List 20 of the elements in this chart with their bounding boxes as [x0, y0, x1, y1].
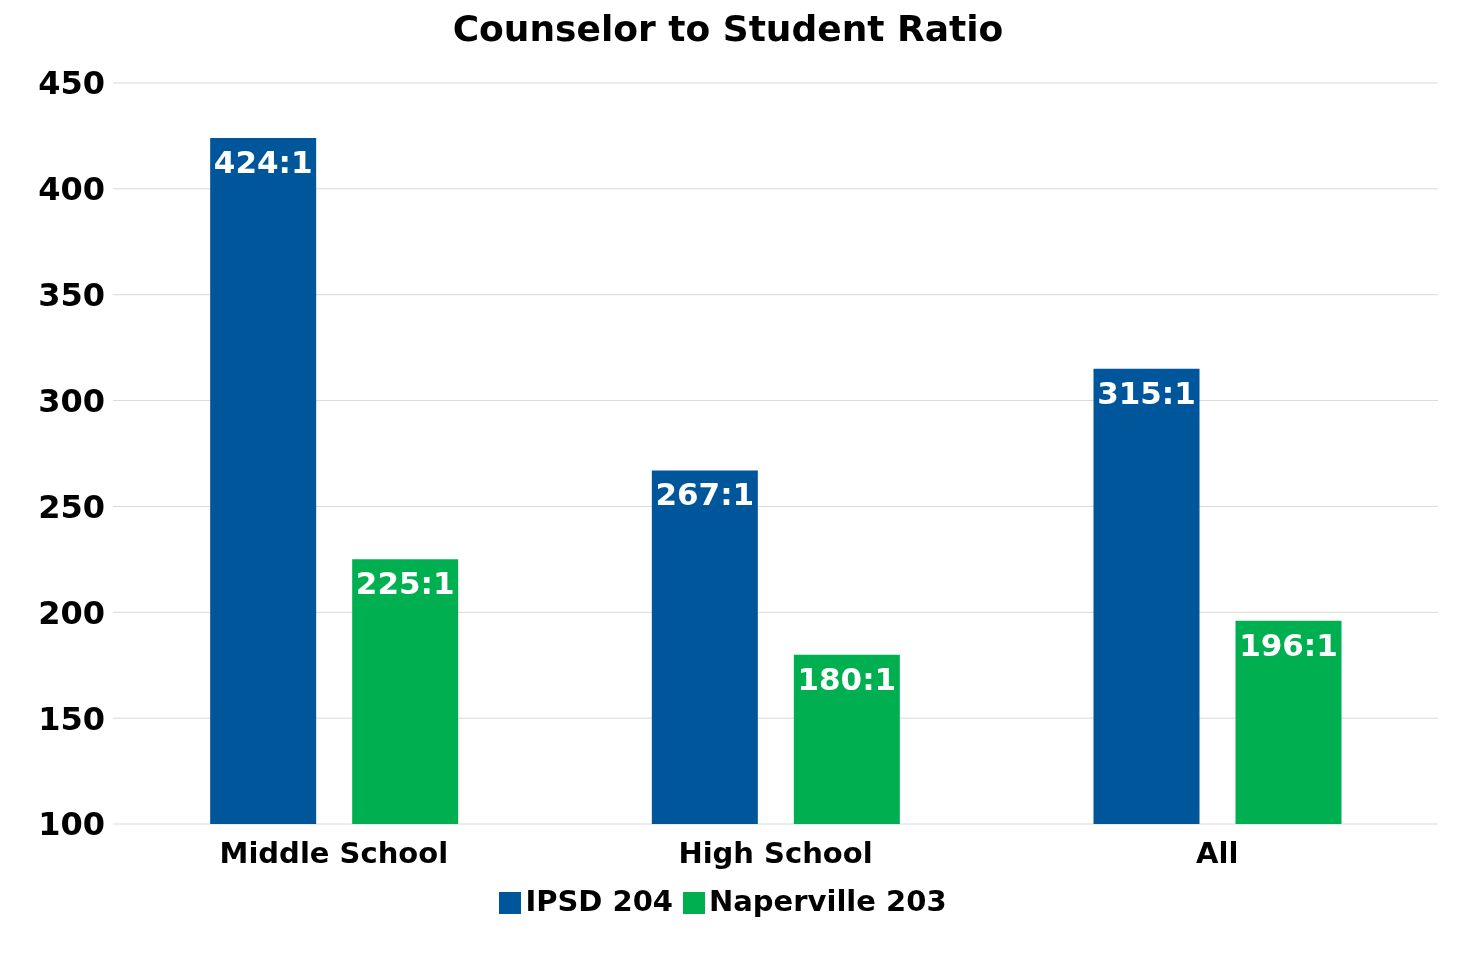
y-tick-label: 300	[38, 381, 105, 420]
x-tick-label: Middle School	[219, 835, 449, 870]
data-label: 225:1	[355, 565, 455, 602]
data-label: 315:1	[1097, 374, 1196, 411]
y-tick-label: 150	[38, 699, 105, 738]
x-tick-label: High School	[678, 835, 873, 870]
legend-label: Naperville 203	[709, 884, 947, 918]
y-tick-label: 450	[38, 64, 105, 103]
y-tick-label: 350	[38, 276, 105, 315]
data-label: 180:1	[797, 660, 897, 697]
y-tick-label: 200	[38, 593, 105, 632]
y-tick-label: 400	[38, 170, 105, 209]
y-tick-label: 250	[38, 487, 105, 526]
data-label: 267:1	[655, 476, 755, 513]
legend-label: IPSD 204	[525, 884, 674, 918]
x-tick-label: All	[1196, 835, 1239, 870]
data-label: 424:1	[213, 144, 313, 181]
data-label: 196:1	[1239, 626, 1338, 663]
y-tick-label: 100	[38, 805, 105, 844]
chart-title: Counselor to Student Ratio	[451, 8, 1005, 51]
